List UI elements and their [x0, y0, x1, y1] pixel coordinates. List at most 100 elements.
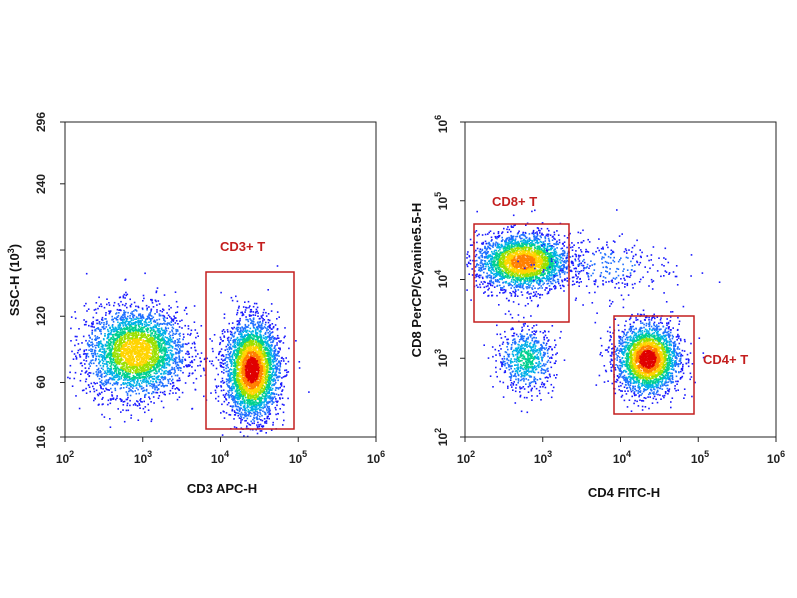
plot1-event-dot	[166, 384, 168, 387]
plot1-event-dot	[79, 348, 81, 351]
plot1-event-dot	[153, 347, 156, 350]
plot1-event-dot	[158, 360, 161, 362]
plot1-event-dot	[272, 325, 275, 328]
plot1-event-dot	[156, 389, 159, 391]
plot1-event-dot	[147, 380, 149, 383]
plot1-event-dot	[267, 328, 269, 331]
plot1-event-dot	[131, 341, 134, 344]
plot1-event-dot	[155, 300, 157, 303]
plot1-event-dot	[111, 378, 113, 381]
plot1-event-dot	[106, 344, 109, 347]
plot1-event-dot	[164, 376, 166, 378]
plot1-event-dot	[175, 317, 177, 319]
plot1-event-dot	[81, 370, 83, 372]
plot1-event-dot	[157, 328, 159, 330]
plot1-event-dot	[144, 357, 147, 359]
plot1-event-dot	[120, 384, 122, 386]
plot1-event-dot	[229, 353, 231, 355]
plot1-event-dot	[137, 319, 139, 322]
plot1-event-dot	[139, 407, 141, 409]
plot1-event-dot	[117, 336, 119, 338]
plot1-event-dot	[172, 327, 175, 330]
plot1-event-dot	[140, 385, 142, 388]
plot1-event-dot	[133, 385, 135, 387]
plot1-event-dot	[255, 340, 257, 343]
plot1-event-dot	[245, 344, 247, 346]
plot1-event-dot	[128, 333, 131, 336]
plot1-event-dot	[186, 350, 189, 353]
plot1-event-dot	[149, 341, 152, 344]
plot1-event-dot	[151, 317, 153, 320]
plot1-event-dot	[105, 383, 108, 385]
plot1-event-dot	[150, 318, 152, 320]
plot1-event-dot	[120, 339, 123, 342]
plot1-event-dot	[184, 343, 187, 345]
plot1-event-dot	[137, 352, 139, 355]
plot1-event-dot	[120, 328, 122, 330]
plot1-event-dot	[232, 339, 234, 342]
plot1-event-dot	[91, 350, 93, 353]
plot1-event-dot	[156, 341, 159, 343]
plot1-event-dot	[123, 350, 125, 352]
plot1-event-dot	[142, 339, 144, 341]
plot1-event-dot	[186, 365, 189, 368]
plot1-event-dot	[248, 411, 250, 413]
plot1-event-dot	[95, 389, 98, 392]
plot1-event-dot	[136, 346, 139, 348]
plot1-event-dot	[111, 325, 114, 327]
plot1-event-dot	[259, 384, 262, 386]
plot1-event-dot	[117, 375, 120, 377]
plot1-event-dot	[158, 349, 161, 351]
plot1-event-dot	[105, 323, 108, 326]
plot1-event-dot	[154, 387, 156, 389]
plot1-event-dot	[174, 347, 176, 350]
plot1-event-dot	[271, 371, 274, 374]
plot1-event-dot	[150, 298, 152, 301]
plot1-event-dot	[152, 326, 154, 329]
plot1-event-dot	[128, 390, 130, 393]
plot1-event-dot	[171, 345, 173, 348]
plot1-event-dot	[203, 368, 205, 370]
plot1-event-dot	[91, 348, 94, 351]
plot1-event-dot	[155, 381, 158, 384]
plot1-event-dot	[162, 378, 165, 381]
plot1-event-dot	[117, 356, 120, 358]
plot1-event-dot	[223, 335, 225, 337]
plot1-event-dot	[148, 376, 150, 379]
plot1-event-dot	[142, 355, 145, 358]
plot1-event-dot	[123, 336, 125, 339]
plot1-event-dot	[236, 392, 238, 394]
plot1-event-dot	[146, 367, 149, 369]
plot1-event-dot	[146, 309, 148, 311]
plot1-event-dot	[150, 315, 153, 317]
plot1-event-dot	[283, 419, 285, 422]
plot1-event-dot	[242, 345, 244, 347]
plot1-event-dot	[96, 322, 98, 325]
plot1-event-dot	[117, 324, 120, 327]
plot1-event-dot	[156, 378, 158, 380]
plot1-event-dot	[194, 329, 197, 331]
plot1-event-dot	[127, 350, 129, 353]
plot1-event-dot	[214, 389, 217, 392]
plot1-event-dot	[132, 390, 134, 393]
plot1-event-dot	[97, 346, 100, 348]
plot1-event-dot	[132, 355, 134, 357]
plot1-event-dot	[157, 360, 160, 362]
plot1-event-dot	[156, 344, 158, 347]
plot1-event-dot	[158, 361, 160, 363]
plot1-event-dot	[86, 352, 89, 355]
plot1-event-dot	[107, 380, 110, 383]
plot1-event-dot	[120, 351, 123, 353]
plot1-event-dot	[113, 330, 116, 333]
plot1-event-dot	[124, 278, 127, 281]
plot1-event-dot	[265, 386, 267, 389]
plot1-event-dot	[243, 374, 246, 377]
plot1-event-dot	[114, 344, 116, 346]
plot1-event-dot	[152, 320, 155, 323]
plot1-event-dot	[88, 324, 90, 327]
plot1-event-dot	[109, 357, 111, 360]
plot1-event-dot	[151, 299, 153, 302]
plot1-event-dot	[121, 399, 123, 401]
plot1-event-dot	[271, 384, 273, 387]
plot1-event-dot	[179, 359, 182, 362]
